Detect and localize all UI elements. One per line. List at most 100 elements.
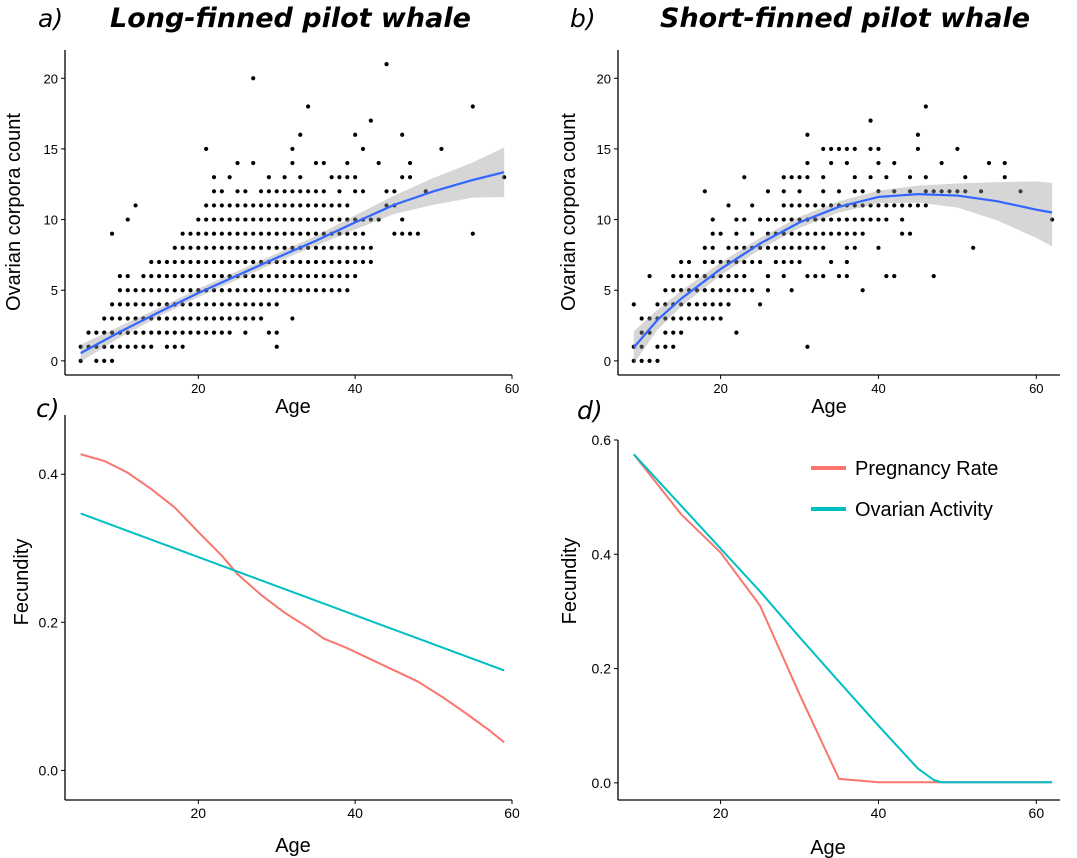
data-point xyxy=(836,217,842,222)
y-tick-label: 0.0 xyxy=(592,775,612,791)
data-point xyxy=(282,203,287,208)
data-point xyxy=(282,231,287,236)
data-point xyxy=(337,245,342,250)
data-point xyxy=(900,217,905,222)
data-point xyxy=(313,203,319,208)
data-point xyxy=(211,189,217,194)
data-point xyxy=(876,160,881,166)
data-point xyxy=(702,288,707,293)
data-point xyxy=(282,273,287,279)
data-point xyxy=(251,203,256,208)
data-point xyxy=(211,231,217,236)
data-point xyxy=(172,288,177,293)
data-point xyxy=(852,203,857,208)
data-point xyxy=(266,245,271,250)
data-point xyxy=(125,217,130,222)
y-tick-label: 20 xyxy=(44,71,58,86)
data-point xyxy=(947,189,952,194)
data-point xyxy=(710,302,715,307)
data-point xyxy=(884,203,889,208)
panel-b-title: Short-finned pilot whale xyxy=(660,3,1031,34)
data-point xyxy=(109,231,115,236)
data-point xyxy=(679,330,684,335)
y-axis-title: Ovarian corpora count xyxy=(3,113,25,311)
data-point xyxy=(734,259,739,265)
data-point xyxy=(829,217,834,222)
data-point xyxy=(204,245,209,250)
data-point xyxy=(368,118,373,123)
data-point xyxy=(829,203,834,208)
data-point xyxy=(639,358,644,363)
data-point xyxy=(702,302,707,307)
y-tick-label: 0.4 xyxy=(39,466,59,482)
data-point xyxy=(671,330,676,335)
data-point xyxy=(109,344,115,349)
data-point xyxy=(219,316,224,321)
data-point xyxy=(290,217,295,222)
data-point xyxy=(844,146,849,152)
x-tick-label: 20 xyxy=(713,805,729,821)
data-point xyxy=(376,160,381,166)
y-tick-label: 0.0 xyxy=(39,762,59,778)
x-tick-label: 60 xyxy=(1029,805,1045,821)
data-point xyxy=(235,231,240,236)
data-point xyxy=(227,245,232,250)
data-point xyxy=(671,344,676,349)
data-point xyxy=(125,316,130,321)
data-point xyxy=(133,203,138,208)
legend-label: Ovarian Activity xyxy=(855,499,993,521)
data-point xyxy=(219,231,224,236)
data-point xyxy=(821,203,826,208)
data-point xyxy=(742,259,747,265)
data-point xyxy=(647,316,652,321)
data-point xyxy=(211,217,217,222)
data-point xyxy=(251,160,256,166)
data-point xyxy=(298,231,303,236)
data-point xyxy=(290,189,295,194)
panel-3: 20 40 60 0.0 0.2 0.4 0.6 Age Fecundity Pregnancy … xyxy=(559,432,1060,858)
data-point xyxy=(235,203,240,208)
data-point xyxy=(907,189,913,194)
data-point xyxy=(290,203,295,208)
data-point xyxy=(750,203,755,208)
data-point xyxy=(211,245,217,250)
data-point xyxy=(734,330,739,335)
data-point xyxy=(360,146,366,152)
y-tick-label: 15 xyxy=(597,142,611,157)
data-point xyxy=(734,245,739,250)
data-point xyxy=(329,259,334,265)
data-point xyxy=(219,288,224,293)
data-point xyxy=(923,189,928,194)
data-point xyxy=(647,273,652,279)
data-point xyxy=(196,231,201,236)
x-tick-label: 20 xyxy=(191,381,205,396)
panel-a-title: Long-finned pilot whale xyxy=(110,3,471,34)
data-point xyxy=(243,273,248,279)
y-tick-label: 0.6 xyxy=(592,432,612,448)
data-point xyxy=(694,316,700,321)
data-point xyxy=(196,302,201,307)
data-point xyxy=(290,231,295,236)
data-point xyxy=(821,175,826,180)
data-point xyxy=(149,273,154,279)
data-point xyxy=(663,330,668,335)
panel-2: 20 40 60 0.0 0.2 0.4 Age Fecundity xyxy=(11,415,520,857)
data-point xyxy=(718,259,723,265)
data-point xyxy=(133,344,138,349)
legend: Pregnancy Rate Ovarian Activity xyxy=(811,458,998,521)
data-point xyxy=(686,259,692,265)
data-point xyxy=(164,288,170,293)
data-point xyxy=(368,217,373,222)
data-point xyxy=(470,231,475,236)
data-point xyxy=(329,175,334,180)
data-point xyxy=(963,175,968,180)
data-point xyxy=(663,302,668,307)
data-point xyxy=(757,259,763,265)
data-point xyxy=(282,288,287,293)
data-point xyxy=(757,217,763,222)
data-point xyxy=(306,245,311,250)
x-tick-label: 60 xyxy=(504,805,520,821)
data-point xyxy=(852,175,857,180)
x-axis-title: Age xyxy=(811,396,847,418)
data-point xyxy=(196,273,201,279)
